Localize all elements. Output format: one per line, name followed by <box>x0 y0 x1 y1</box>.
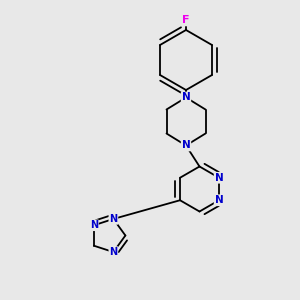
Text: N: N <box>182 92 190 103</box>
Text: N: N <box>109 214 117 224</box>
Text: N: N <box>182 140 190 151</box>
Text: N: N <box>214 195 224 205</box>
Text: N: N <box>90 220 98 230</box>
Text: N: N <box>109 247 117 257</box>
Text: N: N <box>214 173 224 183</box>
Text: F: F <box>182 15 190 26</box>
